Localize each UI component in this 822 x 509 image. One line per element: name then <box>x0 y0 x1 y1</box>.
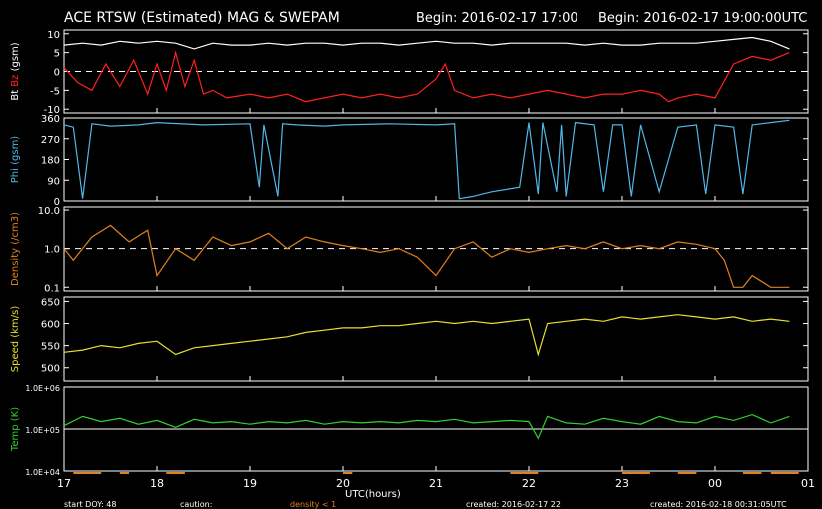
phi-frame <box>63 117 809 202</box>
footer-start-doy: start DOY: 48 <box>64 500 116 509</box>
mag-ytick-label: -10 <box>44 105 60 116</box>
density-ylabel: Density (/cm3) <box>10 212 21 286</box>
speed-ytick-label: 550 <box>41 342 60 353</box>
phi-ylabel-part: Phi (gsm) <box>10 136 21 184</box>
speed-ylabel-part: Speed (km/s) <box>10 306 21 373</box>
temp-ytick-label: 1.0E+06 <box>25 384 60 393</box>
temp-ytick-label: 1.0E+05 <box>25 426 60 435</box>
panel-density: 10.0 1.0 0.1 Density (/cm3) <box>10 206 809 294</box>
temp-series-temp <box>63 413 790 440</box>
footer-caution: caution: <box>180 500 212 509</box>
phi-series-phi <box>63 119 790 200</box>
speed-series-speed <box>63 314 790 357</box>
x-tick-label: 18 <box>150 477 164 490</box>
footer-density-note: density < 1 <box>290 500 336 509</box>
x-tick-label: 21 <box>429 477 443 490</box>
phi-ytick-label: 360 <box>41 114 60 125</box>
x-axis-label: UTC(hours) <box>345 489 401 500</box>
x-tick-label: 00 <box>708 477 722 490</box>
x-tick-label: 19 <box>243 477 257 490</box>
mag-ytick-label: 0 <box>54 68 60 79</box>
mag-ytick-label: 5 <box>54 49 60 60</box>
speed-ytick-label: 500 <box>41 364 60 375</box>
mag-series-bt <box>63 36 790 50</box>
density-ytick-label: 10.0 <box>38 206 60 217</box>
panels: 10 5 0 -5 -10 Bt Bz (gsm) 360 270 180 90 0 Phi (gsm… <box>10 29 815 490</box>
density-ytick-label: 0.1 <box>44 283 60 294</box>
density-ytick-label: 1.0 <box>44 245 60 256</box>
begin-time-right-bg <box>577 8 822 28</box>
panel-temp: 1.0E+06 1.0E+05 1.0E+04 Temp (K) <box>10 384 809 477</box>
phi-ytick-label: 180 <box>41 156 60 167</box>
footer-created-left: created: 2016-02-17 22 <box>466 500 561 509</box>
mag-ylabel: Bt Bz (gsm) <box>10 42 21 100</box>
begin-time-left: Begin: 2016-02-17 17:00 <box>416 11 579 26</box>
panel-phi: 360 270 180 90 0 Phi (gsm) <box>10 114 809 208</box>
speed-ytick-label: 650 <box>41 297 60 308</box>
chart-title: ACE RTSW (Estimated) MAG & SWEPAM <box>64 10 340 26</box>
x-tick-label: 01 <box>801 477 815 490</box>
x-tick-label: 20 <box>336 477 350 490</box>
phi-ytick-label: 0 <box>54 197 60 208</box>
mag-ylabel-part: Bz <box>10 75 21 90</box>
x-tick-label: 23 <box>615 477 629 490</box>
speed-frame <box>63 296 809 382</box>
panel-mag: 10 5 0 -5 -10 Bt Bz (gsm) <box>10 29 809 116</box>
footer-created-right: created: 2016-02-18 00:31:05UTC <box>650 500 787 509</box>
phi-ytick-label: 270 <box>41 135 60 146</box>
begin-time-right: Begin: 2016-02-17 19:00:00UTC <box>598 11 807 26</box>
x-tick-label: 22 <box>522 477 536 490</box>
temp-ylabel-part: Temp (K) <box>10 407 21 452</box>
density-series-density <box>63 224 790 288</box>
temp-ytick-label: 1.0E+04 <box>25 468 60 477</box>
panel-speed: 650 600 550 500 Speed (km/s) <box>10 296 809 382</box>
speed-ytick-label: 600 <box>41 320 60 331</box>
mag-ylabel-part: Bt <box>10 90 21 101</box>
phi-ytick-label: 90 <box>47 176 60 187</box>
mag-ylabel-part: (gsm) <box>10 42 21 74</box>
phi-ylabel: Phi (gsm) <box>10 136 21 184</box>
speed-ylabel: Speed (km/s) <box>10 306 21 373</box>
mag-ytick-label: -5 <box>50 86 60 97</box>
mag-series-bz <box>63 50 790 103</box>
mag-ytick-label: 10 <box>47 30 60 41</box>
density-ylabel-part: Density (/cm3) <box>10 212 21 286</box>
x-tick-label: 17 <box>57 477 71 490</box>
temp-ylabel: Temp (K) <box>10 407 21 452</box>
